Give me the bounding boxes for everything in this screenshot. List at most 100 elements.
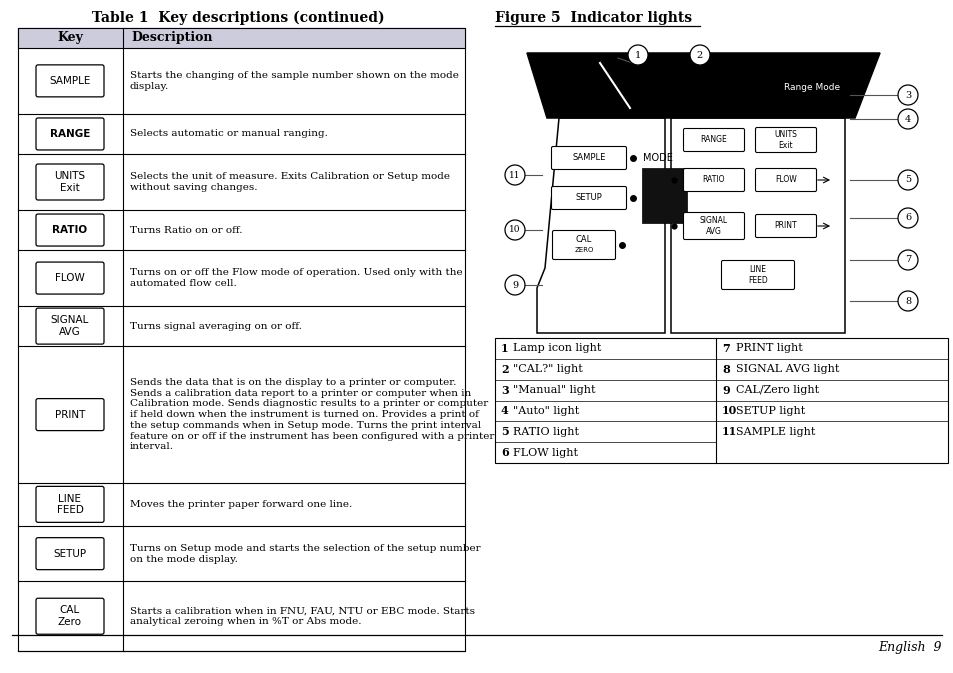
Text: PRINT: PRINT: [54, 410, 85, 419]
Text: ZERO: ZERO: [574, 247, 593, 253]
Text: UNITS
Exit: UNITS Exit: [774, 131, 797, 149]
Text: Selects automatic or manual ranging.: Selects automatic or manual ranging.: [130, 129, 328, 139]
Text: CAL/Zero light: CAL/Zero light: [735, 385, 819, 395]
Text: Turns on or off the Flow mode of operation. Used only with the
automated flow ce: Turns on or off the Flow mode of operati…: [130, 269, 462, 288]
FancyBboxPatch shape: [36, 538, 104, 569]
Text: SIGNAL AVG light: SIGNAL AVG light: [735, 364, 839, 374]
FancyBboxPatch shape: [36, 598, 104, 634]
Text: 2: 2: [696, 50, 702, 59]
Text: RANGE: RANGE: [50, 129, 91, 139]
Text: CAL
Zero: CAL Zero: [58, 606, 82, 627]
Text: 9: 9: [721, 384, 729, 396]
Text: Sends the data that is on the display to a printer or computer.
Sends a calibrat: Sends the data that is on the display to…: [130, 378, 494, 452]
FancyBboxPatch shape: [36, 262, 104, 294]
Text: 8: 8: [721, 363, 729, 375]
Circle shape: [897, 250, 917, 270]
Circle shape: [504, 275, 524, 295]
FancyBboxPatch shape: [551, 147, 626, 170]
Text: SIGNAL
AVG: SIGNAL AVG: [51, 316, 89, 337]
FancyBboxPatch shape: [682, 129, 743, 151]
Text: 6: 6: [904, 213, 910, 223]
Text: LINE
FEED: LINE FEED: [56, 493, 83, 515]
Text: 7: 7: [904, 256, 910, 264]
Text: "Auto" light: "Auto" light: [513, 406, 578, 416]
Text: 1: 1: [500, 343, 508, 354]
Text: PRINT: PRINT: [774, 221, 797, 230]
FancyBboxPatch shape: [36, 164, 104, 200]
Text: FLOW: FLOW: [55, 273, 85, 283]
Text: 6: 6: [500, 447, 508, 458]
Text: PRINT light: PRINT light: [735, 343, 801, 353]
Text: 3: 3: [904, 90, 910, 100]
FancyBboxPatch shape: [682, 213, 743, 240]
Text: SETUP light: SETUP light: [735, 406, 804, 416]
FancyBboxPatch shape: [36, 308, 104, 344]
FancyBboxPatch shape: [720, 260, 794, 289]
Polygon shape: [18, 28, 464, 48]
Text: 5: 5: [904, 176, 910, 184]
Text: RATIO: RATIO: [52, 225, 88, 235]
Text: Figure 5  Indicator lights: Figure 5 Indicator lights: [495, 11, 691, 25]
FancyBboxPatch shape: [682, 168, 743, 192]
Polygon shape: [670, 118, 844, 333]
Circle shape: [627, 45, 647, 65]
Text: Range Mode: Range Mode: [783, 83, 840, 92]
Text: RATIO: RATIO: [702, 176, 724, 184]
Text: 2: 2: [500, 363, 508, 375]
Text: SAMPLE light: SAMPLE light: [735, 427, 815, 437]
Text: SAMPLE: SAMPLE: [50, 76, 91, 86]
Text: Moves the printer paper forward one line.: Moves the printer paper forward one line…: [130, 500, 352, 509]
Text: 1: 1: [634, 50, 640, 59]
Circle shape: [897, 85, 917, 105]
FancyBboxPatch shape: [551, 186, 626, 209]
FancyBboxPatch shape: [36, 214, 104, 246]
Circle shape: [897, 109, 917, 129]
Text: SAMPLE: SAMPLE: [572, 153, 605, 162]
FancyBboxPatch shape: [552, 230, 615, 260]
Circle shape: [897, 208, 917, 228]
FancyBboxPatch shape: [755, 168, 816, 192]
Text: Key: Key: [57, 32, 83, 44]
Circle shape: [504, 165, 524, 185]
Text: CAL: CAL: [576, 236, 592, 244]
Text: SETUP: SETUP: [53, 548, 87, 559]
FancyBboxPatch shape: [36, 487, 104, 522]
FancyBboxPatch shape: [36, 118, 104, 150]
Circle shape: [897, 291, 917, 311]
Text: 7: 7: [721, 343, 729, 354]
Text: "CAL?" light: "CAL?" light: [513, 364, 582, 374]
Text: 3: 3: [500, 384, 508, 396]
Text: SIGNAL
AVG: SIGNAL AVG: [700, 216, 727, 236]
Text: Table 1  Key descriptions (continued): Table 1 Key descriptions (continued): [91, 11, 384, 25]
Text: 4: 4: [904, 114, 910, 124]
Polygon shape: [526, 53, 879, 118]
Text: Selects the unit of measure. Exits Calibration or Setup mode
without saving chan: Selects the unit of measure. Exits Calib…: [130, 172, 450, 192]
FancyBboxPatch shape: [36, 65, 104, 97]
Text: 4: 4: [500, 405, 508, 417]
Circle shape: [689, 45, 709, 65]
Text: 10: 10: [721, 405, 737, 417]
Text: MODE: MODE: [642, 153, 672, 163]
Text: FLOW light: FLOW light: [513, 448, 578, 458]
Text: Lamp icon light: Lamp icon light: [513, 343, 600, 353]
Text: Starts the changing of the sample number shown on the mode
display.: Starts the changing of the sample number…: [130, 71, 458, 91]
Text: LINE
FEED: LINE FEED: [747, 265, 767, 285]
Text: SETUP: SETUP: [575, 194, 601, 203]
Circle shape: [504, 220, 524, 240]
Text: 11: 11: [721, 426, 737, 437]
Text: 9: 9: [512, 281, 517, 289]
Text: 10: 10: [509, 225, 520, 234]
Text: 8: 8: [904, 297, 910, 306]
Text: English  9: English 9: [878, 641, 941, 653]
FancyBboxPatch shape: [755, 127, 816, 153]
Polygon shape: [537, 118, 664, 333]
Text: Turns signal averaging on or off.: Turns signal averaging on or off.: [130, 322, 301, 330]
FancyBboxPatch shape: [36, 398, 104, 431]
Polygon shape: [641, 168, 686, 223]
Text: RANGE: RANGE: [700, 135, 726, 145]
Text: FLOW: FLOW: [774, 176, 796, 184]
Text: Turns on Setup mode and starts the selection of the setup number
on the mode dis: Turns on Setup mode and starts the selec…: [130, 544, 480, 563]
Text: Starts a calibration when in FNU, FAU, NTU or EBC mode. Starts
analytical zeroin: Starts a calibration when in FNU, FAU, N…: [130, 606, 475, 626]
Text: Turns Ratio on or off.: Turns Ratio on or off.: [130, 225, 242, 234]
Circle shape: [897, 170, 917, 190]
